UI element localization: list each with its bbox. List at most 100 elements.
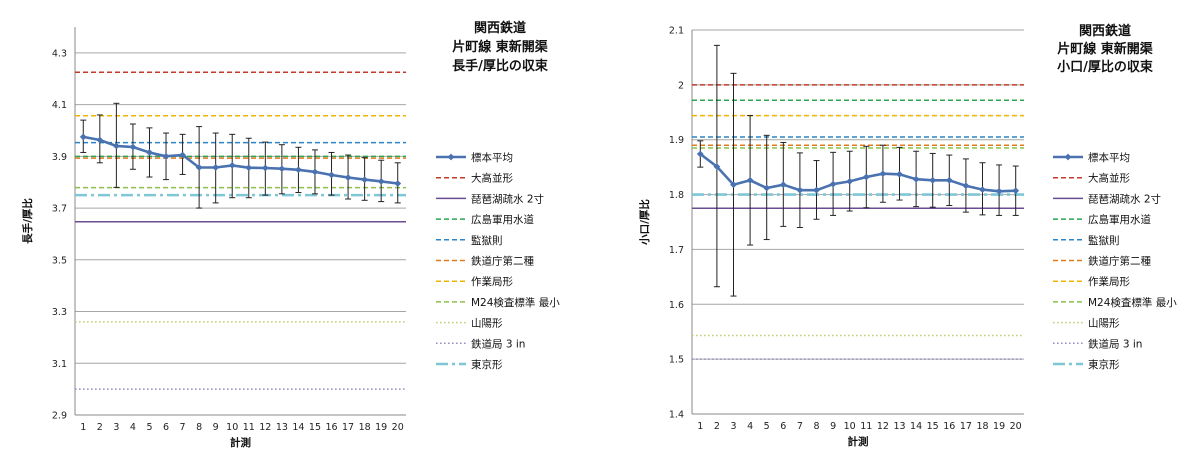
x-tick-label: 13 [893, 421, 905, 432]
data-point [912, 175, 920, 183]
data-point [746, 176, 754, 184]
chart-header-thickness-ratio: 1.41.51.61.71.81.922.11 2 3 4 5 6 7 8 9 10 11 12 13 1… [638, 23, 1177, 448]
series-line [699, 152, 1016, 193]
data-point [361, 176, 369, 184]
chart-title-line: 小口/厚比の収束 [1057, 59, 1154, 75]
x-tick-label: 10 [226, 422, 238, 433]
data-point [112, 142, 120, 150]
chart-length-thickness-ratio: 2.93.13.33.53.73.94.14.31 2 3 4 5 6 7 8 9 10 11 12 1… [21, 20, 560, 449]
y-tick-label: 1.4 [669, 410, 684, 421]
x-tick-label: 20 [392, 422, 404, 433]
legend-label: 監獄則 [1088, 234, 1120, 247]
y-tick-label: 3.7 [52, 204, 67, 215]
x-tick-label: 2 [97, 422, 103, 433]
y-tick-label: 1.6 [669, 300, 684, 311]
x-tick-label: 16 [943, 421, 955, 432]
data-point [796, 186, 804, 194]
y-axis-title: 小口/厚比 [638, 199, 651, 246]
y-tick-label: 2 [678, 80, 684, 91]
data-point [696, 150, 704, 158]
x-tick-label: 5 [764, 421, 770, 432]
data-point [730, 181, 737, 189]
y-tick-label: 1.7 [669, 245, 684, 256]
chart-title-line: 片町線 東新開渠 [452, 39, 549, 55]
data-point [879, 170, 887, 178]
series-line [83, 135, 398, 185]
x-tick-label: 14 [910, 421, 922, 432]
data-point [713, 163, 721, 170]
data-point [846, 178, 854, 185]
x-tick-label: 20 [1010, 421, 1022, 432]
data-point [829, 180, 837, 188]
x-tick-label: 14 [292, 422, 304, 433]
data-point [979, 186, 986, 194]
legend-label: 琵琶湖疏水 2寸 [1088, 192, 1161, 205]
x-tick-label: 15 [927, 421, 939, 432]
legend-label: 東京形 [1088, 358, 1120, 371]
y-tick-label: 3.3 [52, 307, 67, 318]
x-tick-label: 2 [714, 421, 720, 432]
legend-label: 鉄道庁第二種 [1088, 255, 1151, 268]
x-tick-label: 15 [309, 422, 321, 433]
legend-label: 作業局形 [471, 275, 513, 288]
legend-label: 大高並形 [1088, 172, 1130, 185]
data-point [245, 164, 253, 172]
chart-title-line: 関西鉄道 [474, 20, 526, 36]
data-point [862, 173, 870, 181]
chart-title-line: 関西鉄道 [1079, 23, 1131, 39]
legend-marker [447, 153, 455, 161]
data-point [328, 171, 335, 179]
legend-label: 作業局形 [1088, 275, 1130, 288]
legend-label: M24検査標準 最小 [1088, 296, 1177, 309]
legend-label: 鉄道庁第二種 [471, 255, 534, 268]
x-tick-label: 16 [325, 422, 337, 433]
y-tick-label: 1.5 [669, 355, 684, 366]
y-tick-label: 1.9 [669, 135, 684, 146]
x-tick-label: 19 [375, 422, 387, 433]
legend-label: 鉄道局 3 in [471, 337, 525, 350]
data-point [162, 152, 170, 160]
legend-label: 山陽形 [1088, 318, 1120, 330]
y-tick-label: 4.3 [52, 48, 67, 59]
legend-label: 監獄則 [471, 234, 503, 247]
data-point [278, 165, 286, 173]
legend-label: 東京形 [471, 358, 503, 371]
x-tick-label: 11 [243, 422, 255, 433]
legend-label: 標本平均 [471, 151, 513, 164]
y-tick-label: 1.8 [669, 190, 684, 201]
x-tick-label: 3 [730, 421, 736, 432]
legend-label: 広島軍用水道 [471, 213, 534, 226]
data-point [195, 164, 203, 171]
data-point [311, 168, 319, 176]
y-tick-label: 2.9 [52, 411, 67, 422]
data-point [79, 133, 87, 141]
x-tick-label: 18 [976, 421, 988, 432]
x-tick-label: 8 [196, 422, 202, 433]
x-tick-label: 4 [130, 422, 136, 433]
y-tick-label: 3.5 [52, 255, 67, 266]
x-tick-label: 17 [960, 421, 972, 432]
legend-label: 大高並形 [471, 172, 513, 185]
x-tick-label: 1 [80, 422, 86, 433]
legend-label: 琵琶湖疏水 2寸 [471, 192, 544, 205]
y-tick-label: 2.1 [669, 26, 684, 37]
x-tick-label: 4 [747, 421, 753, 432]
x-tick-label: 11 [860, 421, 872, 432]
data-point [929, 176, 937, 184]
x-tick-label: 13 [276, 422, 288, 433]
data-point [96, 136, 104, 144]
legend-label: 鉄道局 3 in [1088, 337, 1142, 350]
data-point [394, 180, 402, 187]
data-point [763, 184, 771, 192]
data-point [896, 170, 903, 178]
data-point [295, 166, 302, 174]
x-tick-label: 12 [877, 421, 889, 432]
x-tick-label: 8 [813, 421, 819, 432]
x-tick-label: 7 [180, 422, 186, 433]
x-tick-label: 5 [146, 422, 152, 433]
data-point [228, 161, 236, 169]
y-tick-label: 3.1 [52, 359, 67, 370]
data-point [945, 176, 953, 184]
data-point [344, 174, 352, 181]
